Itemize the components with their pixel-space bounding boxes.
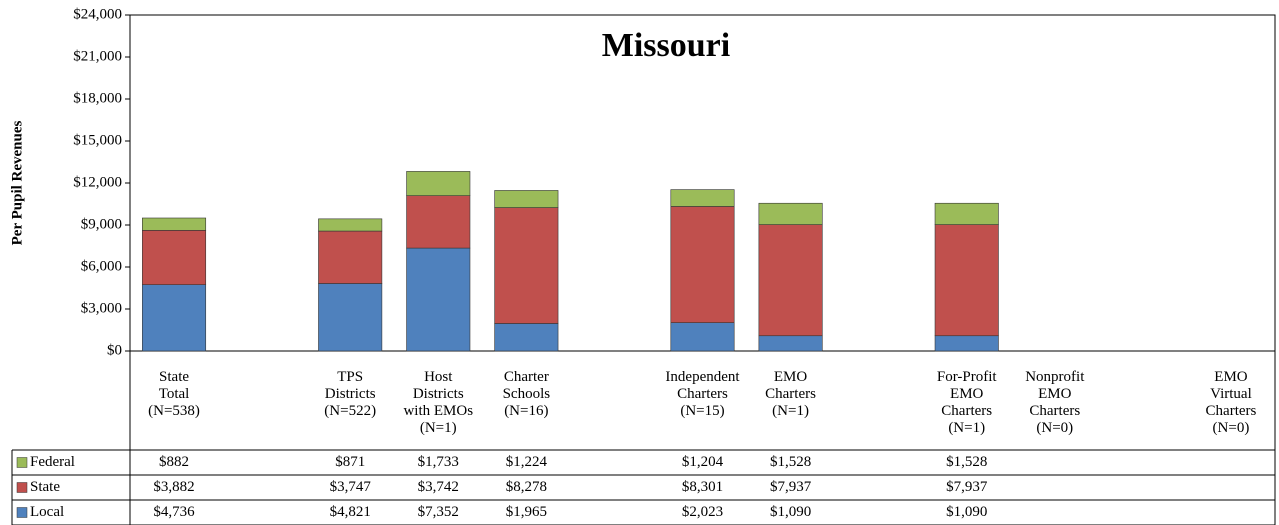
- y-tick-label: $6,000: [81, 258, 122, 274]
- table-value: $3,747: [330, 479, 372, 495]
- bar-segment: [142, 217, 207, 231]
- bar-segment: [318, 218, 383, 232]
- table-value: $1,528: [946, 454, 987, 470]
- legend-label: Local: [30, 504, 64, 520]
- table-value: $3,882: [153, 479, 194, 495]
- legend-swatch: [16, 507, 28, 518]
- table-value: $1,733: [418, 454, 459, 470]
- table-value: $7,937: [946, 479, 988, 495]
- bar-segment: [934, 202, 999, 225]
- bar-segment: [142, 284, 207, 352]
- legend-label: State: [30, 479, 60, 495]
- y-tick-label: $24,000: [73, 6, 122, 22]
- bar-segment: [670, 322, 735, 352]
- bar-segment: [318, 230, 383, 284]
- x-tick-label: TPS Districts (N=522): [324, 369, 377, 419]
- legend-label: Federal: [30, 454, 75, 470]
- table-value: $871: [335, 454, 365, 470]
- table-value: $1,528: [770, 454, 811, 470]
- legend-swatch: [16, 457, 28, 468]
- bar-segment: [494, 190, 559, 208]
- table-value: $4,821: [330, 504, 371, 520]
- table-value: $7,937: [770, 479, 812, 495]
- bar-segment: [934, 335, 999, 352]
- bar-segment: [142, 230, 207, 285]
- table-value: $1,965: [506, 504, 547, 520]
- y-tick-label: $9,000: [81, 216, 122, 232]
- y-tick-label: $3,000: [81, 300, 122, 316]
- x-tick-label: Charter Schools (N=16): [502, 369, 551, 419]
- y-tick-label: $18,000: [73, 90, 122, 106]
- table-value: $4,736: [153, 504, 195, 520]
- table-value: $3,742: [418, 479, 459, 495]
- bar-segment: [758, 224, 823, 337]
- y-tick-label: $12,000: [73, 174, 122, 190]
- bar-segment: [494, 207, 559, 324]
- y-tick-label: $21,000: [73, 48, 122, 64]
- chart-title: Missouri: [602, 27, 730, 64]
- bar-segment: [318, 283, 383, 352]
- bar-segment: [758, 202, 823, 225]
- bar-segment: [406, 247, 471, 352]
- bar-segment: [670, 189, 735, 207]
- x-tick-label: EMO Charters (N=1): [765, 369, 816, 419]
- bar-segment: [406, 171, 471, 196]
- table-value: $1,204: [682, 454, 724, 470]
- table-value: $1,224: [506, 454, 548, 470]
- x-tick-label: Host Districts with EMOs (N=1): [403, 369, 474, 436]
- table-value: $2,023: [682, 504, 723, 520]
- table-value: $1,090: [770, 504, 811, 520]
- legend-swatch: [16, 482, 28, 493]
- table-value: $8,278: [506, 479, 547, 495]
- bar-segment: [494, 323, 559, 352]
- y-axis-label: Per Pupil Revenues: [9, 120, 25, 245]
- table-value: $8,301: [682, 479, 723, 495]
- y-tick-label: $15,000: [73, 132, 122, 148]
- y-tick-label: $0: [107, 342, 122, 358]
- x-tick-label: Nonprofit EMO Charters (N=0): [1025, 369, 1085, 436]
- table-value: $7,352: [418, 504, 459, 520]
- bar-segment: [758, 335, 823, 352]
- x-tick-label: EMO Virtual Charters (N=0): [1205, 369, 1257, 436]
- x-tick-label: Independent Charters (N=15): [665, 369, 740, 419]
- x-tick-label: State Total (N=538): [148, 369, 200, 419]
- table-value: $1,090: [946, 504, 987, 520]
- table-value: $882: [159, 454, 189, 470]
- bar-segment: [670, 206, 735, 323]
- bar-segment: [934, 224, 999, 337]
- x-tick-label: For-Profit EMO Charters (N=1): [936, 369, 997, 436]
- bar-segment: [406, 195, 471, 249]
